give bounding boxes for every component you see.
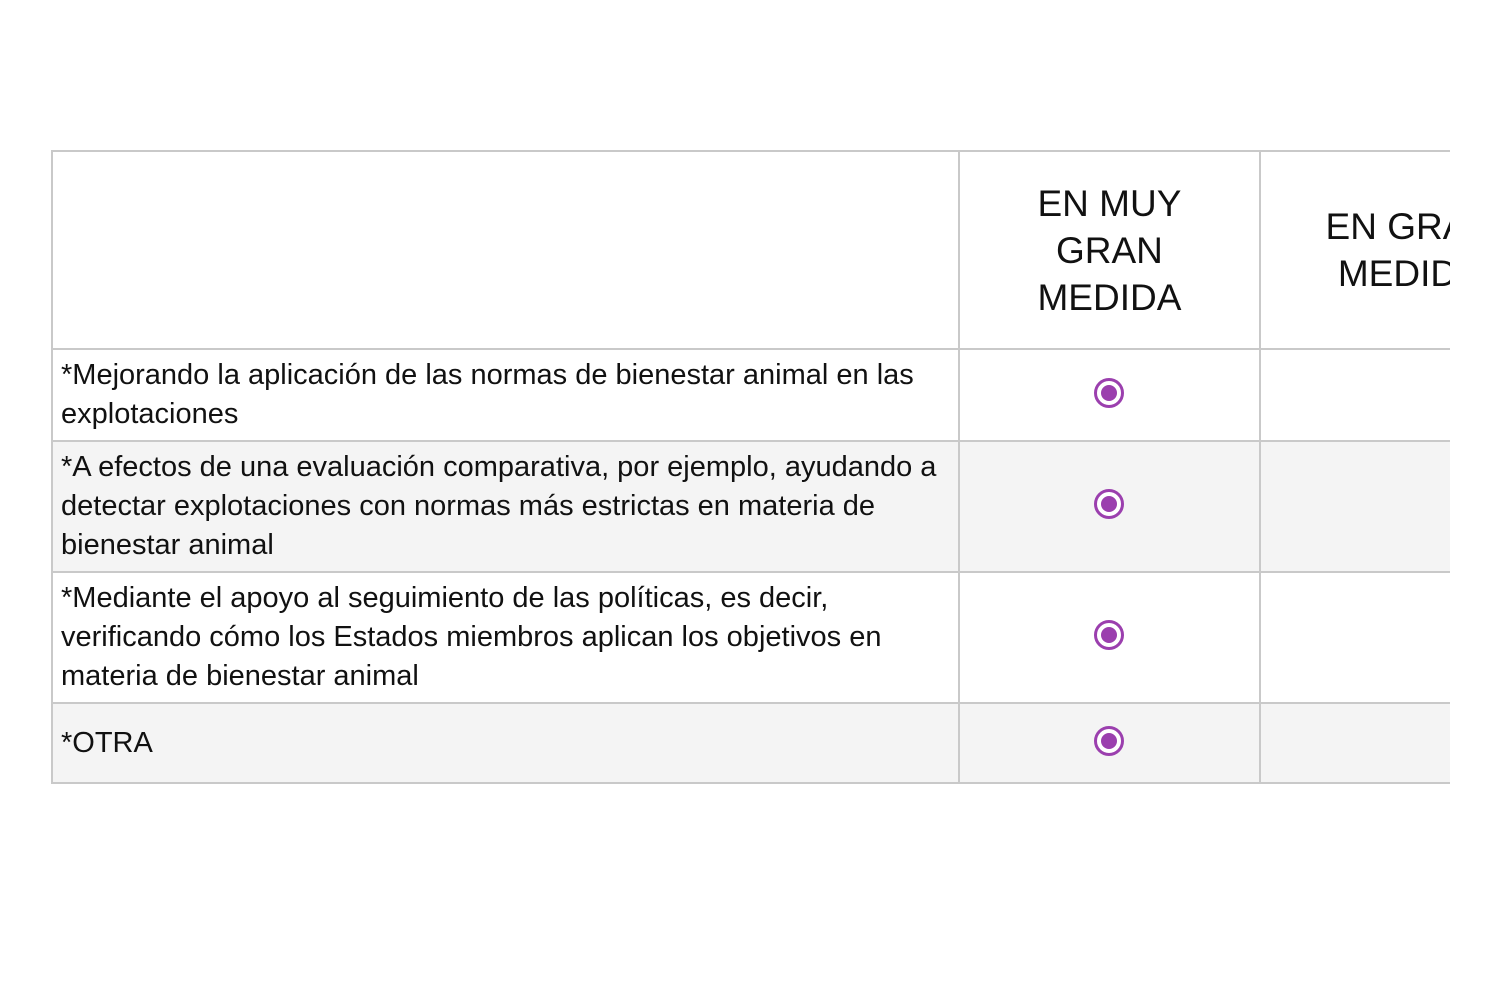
- row-label: *Mediante el apoyo al seguimiento de las…: [51, 571, 961, 704]
- option-cell-en-gran-medida[interactable]: [1258, 571, 1450, 704]
- header-en-gran-medida: EN GRAN MEDIDA: [1258, 150, 1450, 350]
- radio-dot-icon: [1101, 627, 1118, 643]
- header-en-gran-medida-label: EN GRAN MEDIDA: [1325, 206, 1450, 294]
- option-cell-en-muy-gran-medida[interactable]: [958, 571, 1261, 704]
- radio-dot-icon: [1101, 496, 1118, 512]
- option-cell-en-muy-gran-medida[interactable]: [958, 440, 1261, 573]
- option-cell-en-muy-gran-medida[interactable]: [958, 702, 1261, 784]
- table-row: *A efectos de una evaluación comparativa…: [51, 440, 1450, 573]
- radio-dot-icon: [1101, 384, 1118, 401]
- radio-selected-icon[interactable]: [1094, 377, 1125, 408]
- table-row: *Mejorando la aplicación de las normas d…: [51, 348, 1450, 442]
- option-cell-en-gran-medida[interactable]: [1258, 348, 1450, 442]
- radio-selected-icon[interactable]: [1094, 725, 1125, 756]
- option-cell-en-muy-gran-medida[interactable]: [958, 348, 1261, 442]
- row-label: *OTRA: [51, 702, 961, 784]
- survey-grid-table: EN MUY GRAN MEDIDA EN GRAN MEDIDA *Mejor…: [51, 150, 1450, 784]
- header-en-muy-gran-medida: EN MUY GRAN MEDIDA: [958, 150, 1261, 350]
- header-empty-cell: [51, 150, 961, 350]
- radio-selected-icon[interactable]: [1094, 489, 1125, 519]
- option-cell-en-gran-medida[interactable]: [1258, 702, 1450, 784]
- header-en-muy-gran-medida-label: EN MUY GRAN MEDIDA: [1037, 182, 1182, 318]
- survey-grid-viewport: EN MUY GRAN MEDIDA EN GRAN MEDIDA *Mejor…: [51, 150, 1450, 790]
- radio-dot-icon: [1101, 732, 1118, 749]
- option-cell-en-gran-medida[interactable]: [1258, 440, 1450, 573]
- row-label: *Mejorando la aplicación de las normas d…: [51, 348, 961, 442]
- header-row: EN MUY GRAN MEDIDA EN GRAN MEDIDA: [51, 150, 1450, 350]
- table-row: *OTRA: [51, 702, 1450, 784]
- table-row: *Mediante el apoyo al seguimiento de las…: [51, 571, 1450, 704]
- radio-selected-icon[interactable]: [1094, 620, 1125, 650]
- row-label: *A efectos de una evaluación comparativa…: [51, 440, 961, 573]
